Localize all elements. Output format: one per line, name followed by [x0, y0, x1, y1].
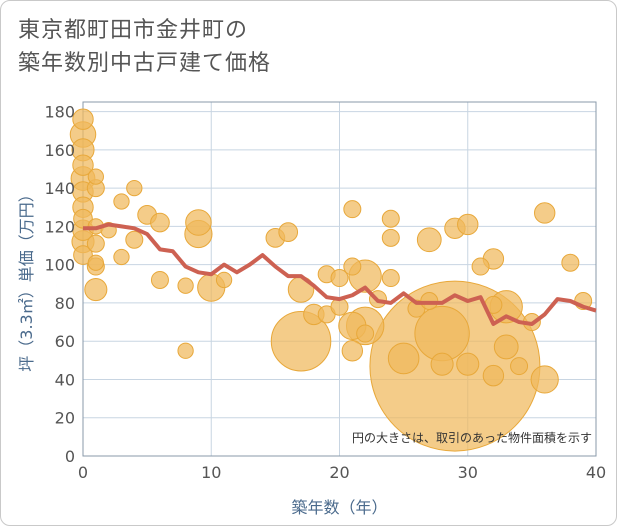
plot-area — [82, 101, 597, 457]
y-tick-label: 20 — [55, 409, 75, 428]
data-bubble — [270, 310, 332, 372]
y-axis-label: 坪（3.3㎡）単価（万円） — [17, 186, 36, 371]
data-bubble — [330, 269, 349, 288]
axis-ticks: 0 20 40 60 80 100 120 140 160 180 0 10 20 30 40 — [44, 103, 606, 482]
data-bubble — [430, 352, 454, 376]
x-tick-label: 20 — [329, 463, 349, 482]
data-bubble — [387, 342, 420, 375]
data-bubble — [215, 271, 233, 289]
y-tick-label: 120 — [44, 217, 75, 236]
data-bubble — [482, 364, 505, 387]
y-tick-label: 140 — [44, 179, 75, 198]
x-tick-label: 10 — [201, 463, 221, 482]
y-tick-label: 60 — [55, 332, 75, 351]
average-price-line — [83, 222, 597, 326]
data-bubble — [456, 352, 480, 376]
y-tick-label: 100 — [44, 256, 75, 275]
data-bubble — [356, 324, 375, 343]
data-bubble — [381, 209, 400, 228]
data-bubble — [561, 253, 580, 272]
data-bubble — [150, 212, 170, 233]
y-tick-label: 40 — [55, 370, 75, 389]
data-bubble — [343, 257, 362, 276]
data-bubble — [381, 269, 400, 288]
data-bubble — [416, 227, 442, 253]
data-bubble — [457, 213, 479, 236]
chart-title-line-2: 築年数別中古戸建て価格 — [18, 51, 272, 76]
x-tick-label: 0 — [78, 463, 88, 482]
data-bubble — [113, 248, 130, 266]
data-bubble — [343, 200, 362, 219]
bubble-series — [69, 108, 593, 452]
data-bubble — [510, 357, 529, 376]
bubble-size-note: 円の大きさは、取引のあった物件面積を示す — [352, 430, 592, 445]
data-bubble — [72, 108, 94, 130]
data-bubble — [126, 179, 143, 197]
x-tick-label: 30 — [458, 463, 478, 482]
x-axis-label: 築年数（年） — [291, 498, 387, 517]
data-bubble — [113, 193, 130, 210]
chart-title: 東京都町田市金井町の 築年数別中古戸建て価格 — [18, 14, 271, 80]
data-bubble — [87, 168, 104, 185]
y-tick-label: 180 — [44, 103, 75, 122]
data-bubble — [278, 222, 299, 242]
x-tick-label: 40 — [586, 463, 606, 482]
y-tick-label: 80 — [55, 294, 75, 313]
data-bubble — [185, 209, 212, 236]
data-bubble — [73, 245, 93, 265]
data-bubble — [177, 277, 194, 294]
y-tick-label: 0 — [65, 447, 75, 466]
data-bubble — [86, 234, 105, 253]
data-bubble — [493, 334, 519, 360]
data-bubble — [150, 270, 169, 289]
data-bubble — [125, 230, 144, 249]
data-bubble — [87, 254, 104, 271]
data-bubble — [341, 340, 364, 362]
data-bubble — [177, 342, 194, 359]
data-bubble — [530, 365, 559, 394]
data-bubble — [534, 202, 556, 224]
data-bubble — [471, 257, 490, 276]
chart-title-line-1: 東京都町田市金井町の — [18, 18, 249, 43]
y-tick-label: 160 — [44, 141, 75, 160]
data-bubble — [381, 228, 400, 247]
data-bubble — [72, 154, 94, 176]
data-bubble — [84, 277, 108, 302]
